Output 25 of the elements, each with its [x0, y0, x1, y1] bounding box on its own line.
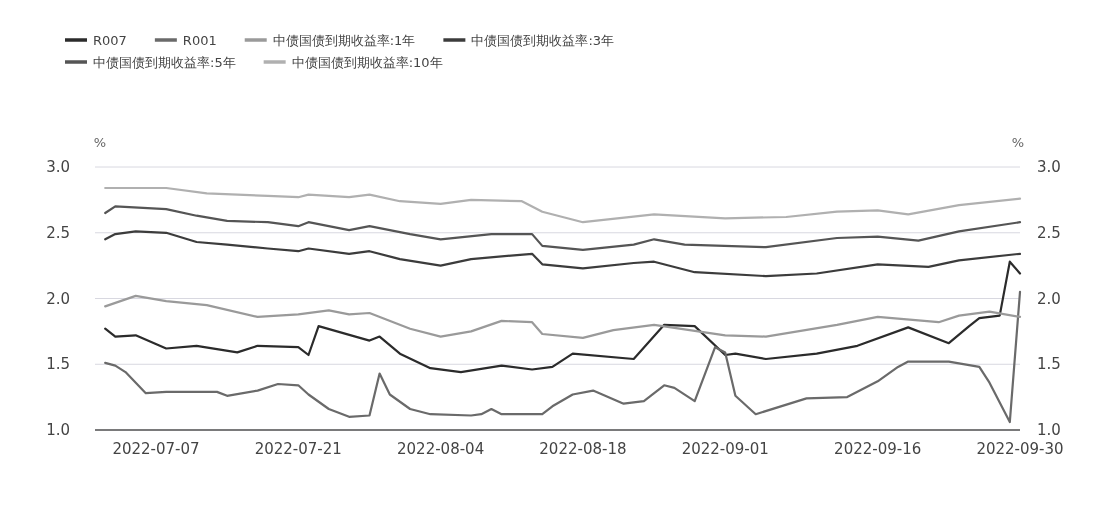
- legend-label: R007: [93, 33, 127, 48]
- y2-tick-label: 3.0: [1037, 158, 1061, 176]
- x-tick-label: 2022-09-30: [976, 440, 1064, 458]
- y2-tick-label: 1.0: [1037, 421, 1061, 439]
- y-tick-label: 1.0: [46, 421, 70, 439]
- y2-tick-label: 1.5: [1037, 355, 1061, 374]
- legend-label: R001: [182, 33, 217, 48]
- x-tick-label: 2022-09-01: [681, 440, 769, 458]
- y2-tick-label: 2.5: [1037, 223, 1061, 242]
- legend-label: 中债国债到期收益率:10年: [291, 55, 443, 70]
- legend-label: 中债国债到期收益率:5年: [93, 55, 236, 70]
- y-tick-label: 1.5: [46, 355, 70, 374]
- y-axis-title: %: [93, 135, 107, 150]
- y-tick-label: 3.0: [46, 158, 70, 176]
- x-tick-label: 2022-07-07: [112, 440, 200, 458]
- x-tick-label: 2022-08-18: [539, 440, 627, 458]
- legend-label: 中债国债到期收益率:3年: [471, 33, 615, 48]
- y-tick-label: 2.5: [46, 223, 70, 242]
- x-tick-label: 2022-07-21: [254, 440, 342, 458]
- x-tick-label: 2022-08-04: [397, 440, 485, 458]
- y2-tick-label: 2.0: [1037, 289, 1061, 308]
- legend-label: 中债国债到期收益率:1年: [272, 33, 416, 48]
- y2-axis-title: %: [1011, 135, 1025, 150]
- x-tick-label: 2022-09-16: [834, 440, 922, 458]
- y-tick-label: 2.0: [46, 289, 70, 308]
